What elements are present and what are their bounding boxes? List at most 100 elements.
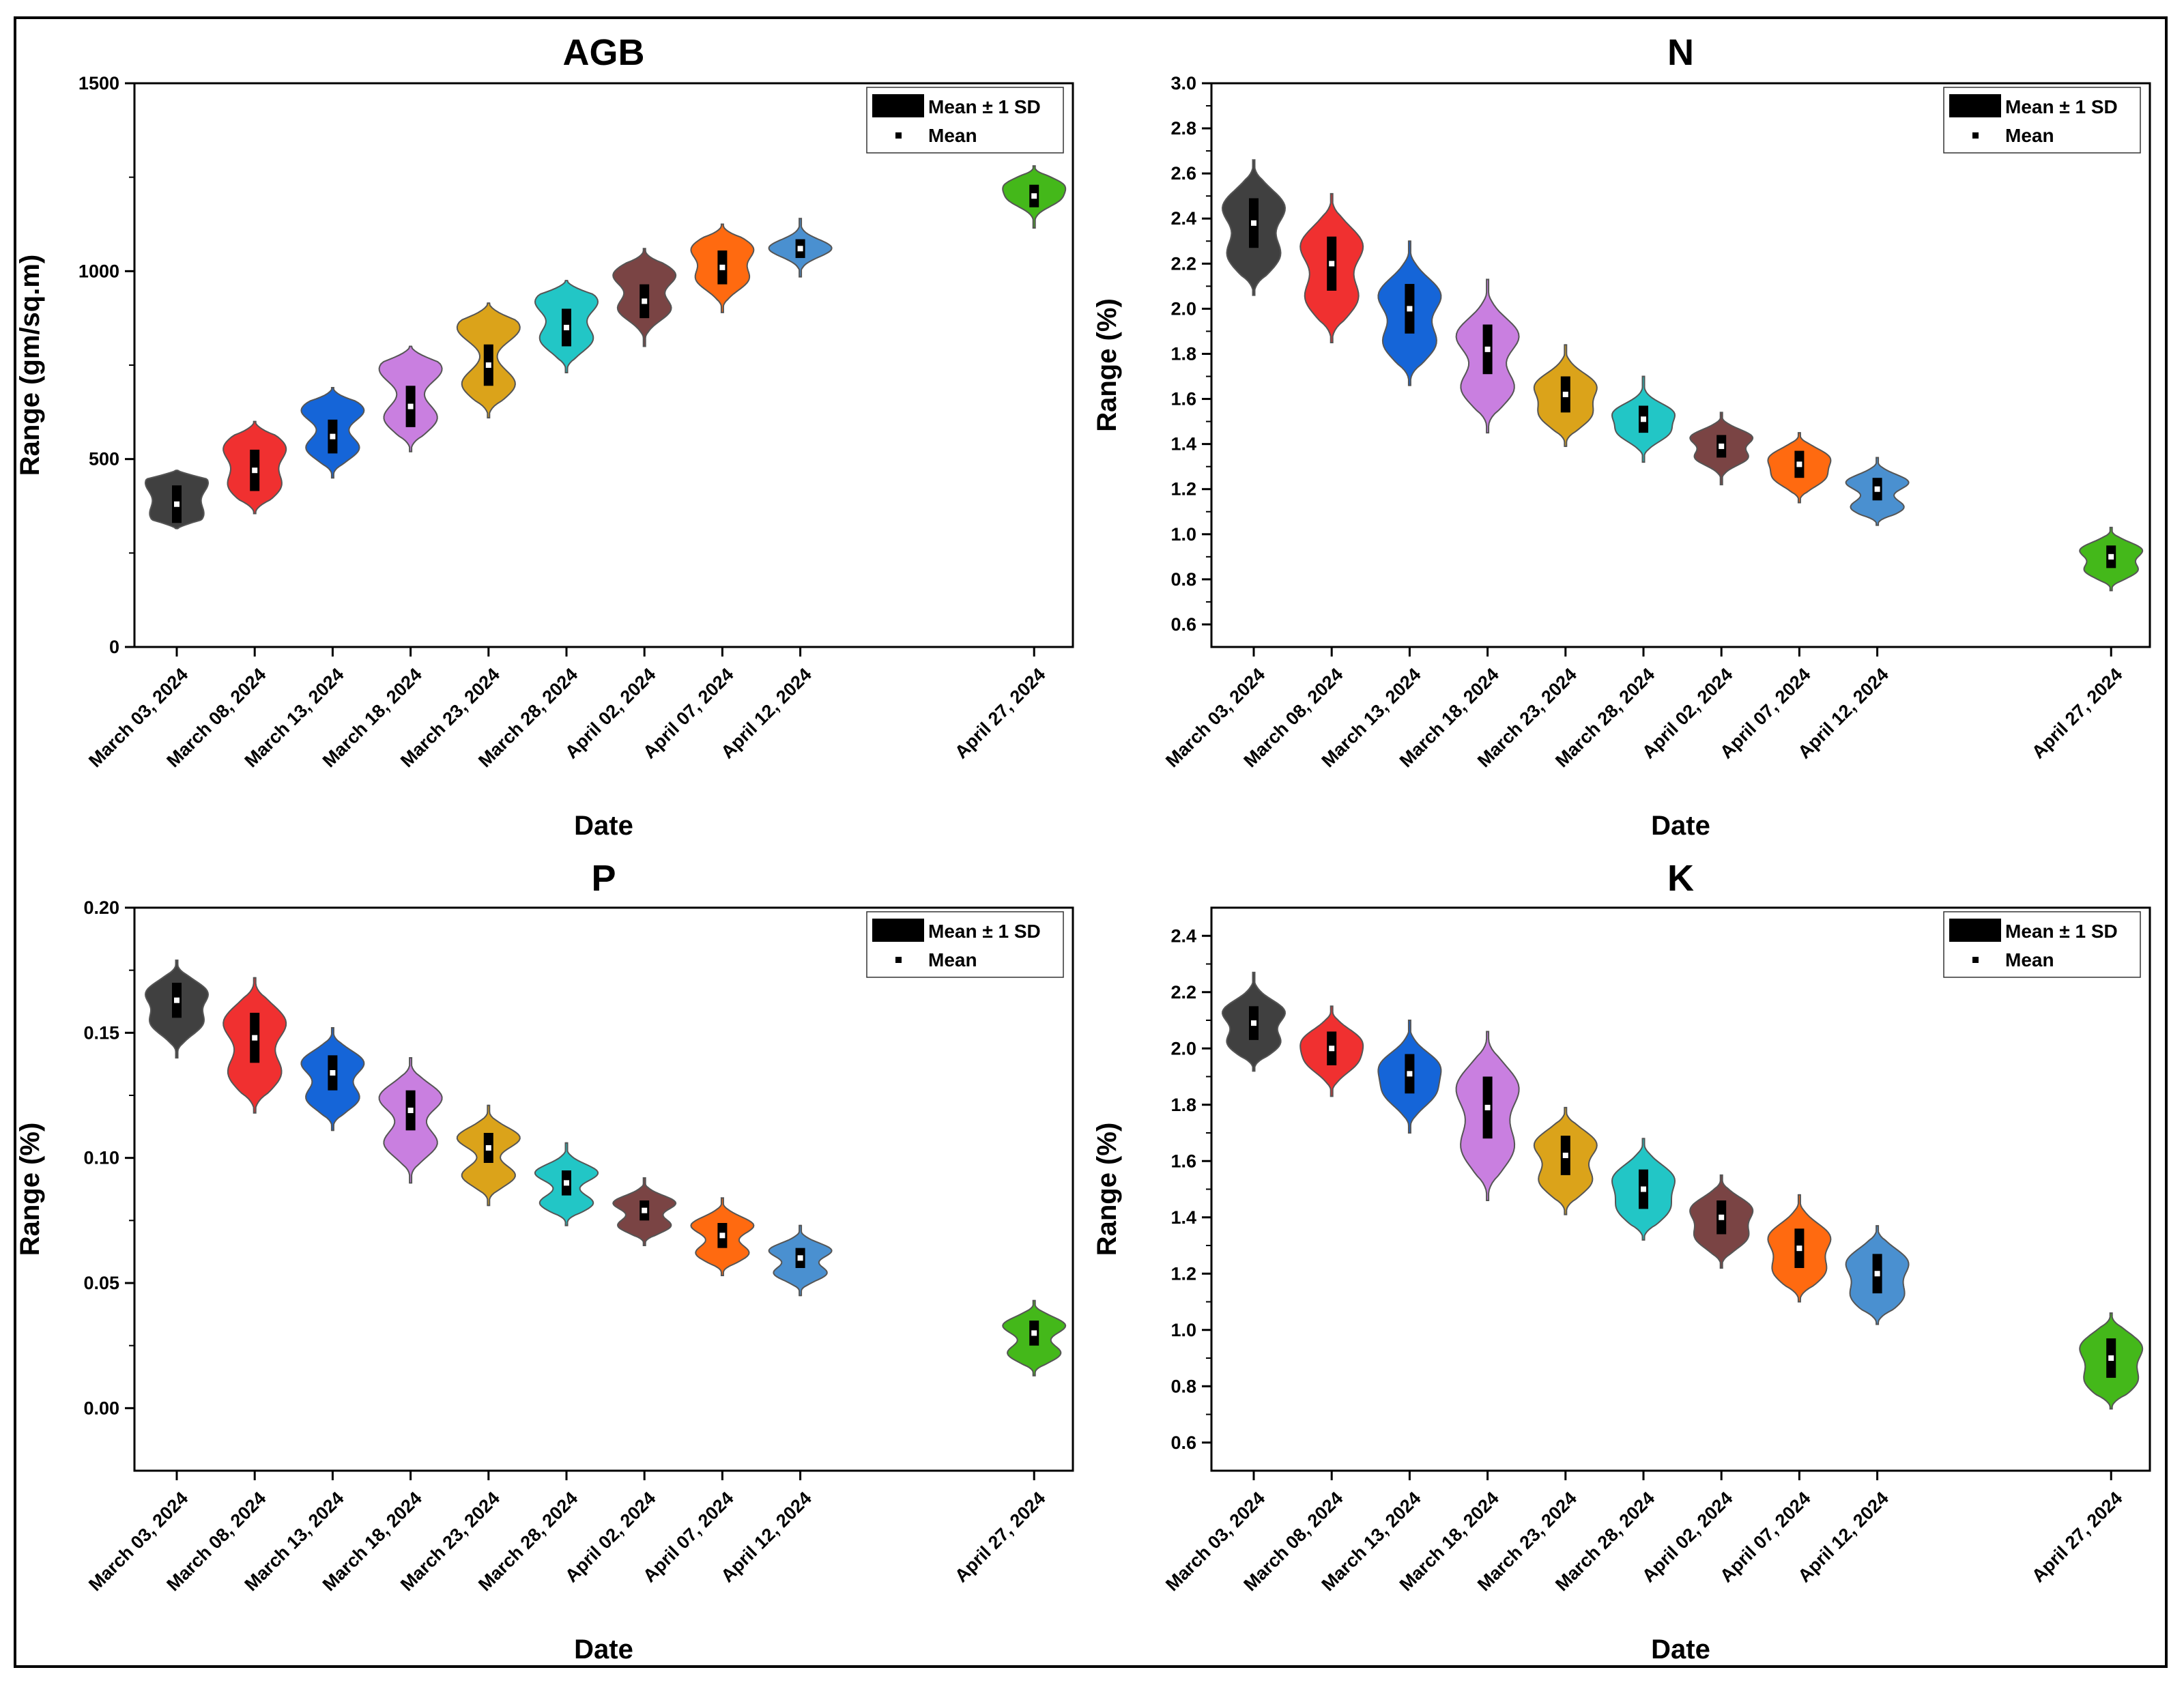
- mean-marker: [485, 362, 491, 368]
- mean-marker: [1874, 486, 1880, 492]
- legend-sd-label: Mean ± 1 SD: [928, 921, 1041, 942]
- chart-panel-k: K 0.6 0.8 1.0 1.2 1.4 1.6 1.8 2.0 2.2 2.4 Range (%)…: [1092, 858, 2151, 1665]
- mean-marker: [1796, 1245, 1802, 1252]
- y-tick-label: 1.8: [1170, 343, 1196, 364]
- chart-panel-n: N 0.6 0.8 1.0 1.2 1.4 1.6 1.8 2.0 2.2 2.4 2.6 2.8 3.0…: [1092, 32, 2151, 841]
- legend-mean-label: Mean: [928, 949, 977, 970]
- x-category-label: April 27, 2024: [951, 664, 1049, 762]
- legend-sd-swatch: [1949, 919, 2001, 942]
- mean-marker: [330, 1070, 336, 1076]
- legend-mean-swatch: [895, 132, 902, 139]
- legend-sd-label: Mean ± 1 SD: [2005, 96, 2118, 117]
- y-tick-label: 0.10: [83, 1148, 119, 1168]
- mean-marker: [330, 433, 336, 440]
- legend-mean-swatch: [1972, 957, 1979, 963]
- y-tick-label: 1500: [78, 73, 119, 93]
- mean-marker: [1874, 1271, 1880, 1277]
- mean-marker: [1562, 391, 1568, 397]
- mean-marker: [2108, 553, 2114, 560]
- y-tick-label: 0: [109, 637, 119, 657]
- y-tick-label: 2.0: [1170, 298, 1196, 319]
- mean-marker: [1031, 193, 1037, 199]
- y-tick-label: 0.20: [83, 897, 119, 918]
- mean-marker: [1641, 1186, 1646, 1192]
- y-tick-label: 1.0: [1170, 524, 1196, 545]
- mean-marker: [1484, 346, 1491, 352]
- legend-mean-swatch: [895, 957, 902, 963]
- mean-marker: [1796, 461, 1802, 467]
- y-axis-title: Range (%): [15, 1123, 45, 1256]
- y-tick-label: 1.4: [1170, 434, 1196, 455]
- mean-marker: [252, 467, 258, 474]
- y-tick-label: 500: [89, 449, 119, 470]
- mean-marker: [564, 1180, 569, 1186]
- legend-sd-label: Mean ± 1 SD: [928, 96, 1041, 117]
- mean-marker: [642, 298, 648, 304]
- mean-marker: [252, 1035, 258, 1041]
- legend-sd-swatch: [872, 919, 924, 942]
- mean-marker: [642, 1207, 648, 1213]
- mean-marker: [407, 1108, 414, 1113]
- y-tick-label: 0.6: [1170, 1432, 1196, 1453]
- y-tick-label: 1.2: [1170, 1263, 1196, 1284]
- y-axis-title: Range (%): [1092, 298, 1122, 432]
- plot-frame: [133, 906, 1074, 1472]
- mean-marker: [1251, 1020, 1256, 1026]
- y-tick-label: 0.00: [83, 1398, 119, 1418]
- x-axis-title: Date: [1651, 1634, 1710, 1665]
- plot-frame: [1210, 906, 2151, 1472]
- mean-marker: [1251, 220, 1256, 226]
- y-tick-label: 1.4: [1170, 1207, 1196, 1228]
- legend-sd-label: Mean ± 1 SD: [2005, 921, 2118, 942]
- mean-marker: [2108, 1355, 2114, 1361]
- y-axis-title: Range (%): [1092, 1123, 1122, 1256]
- x-axis-title: Date: [574, 811, 633, 841]
- y-tick-label: 2.6: [1170, 163, 1196, 184]
- mean-marker: [485, 1145, 491, 1151]
- y-tick-label: 1.6: [1170, 389, 1196, 409]
- x-category-label: April 27, 2024: [951, 1488, 1049, 1586]
- legend: Mean ± 1 SD Mean: [866, 911, 1064, 978]
- mean-marker: [1031, 1330, 1037, 1336]
- mean-marker: [1407, 1071, 1413, 1077]
- x-category-label: April 27, 2024: [2028, 1488, 2126, 1586]
- legend: Mean ± 1 SD Mean: [866, 87, 1064, 154]
- mean-marker: [1484, 1104, 1491, 1110]
- legend-box: [1943, 87, 2141, 154]
- mean-marker: [1719, 1214, 1725, 1220]
- legend-mean-label: Mean: [2005, 125, 2054, 146]
- y-tick-label: 2.2: [1170, 253, 1196, 274]
- mean-marker: [719, 264, 725, 270]
- x-axis-title: Date: [574, 1634, 633, 1665]
- mean-marker: [174, 501, 179, 507]
- mean-marker: [719, 1233, 725, 1239]
- y-axis-title: Range (gm/sq.m): [15, 255, 45, 476]
- mean-marker: [1329, 261, 1335, 267]
- legend-sd-swatch: [1949, 94, 2001, 117]
- y-tick-label: 0.05: [83, 1273, 119, 1293]
- y-tick-label: 2.8: [1170, 118, 1196, 139]
- y-tick-label: 0.8: [1170, 569, 1196, 590]
- chart-title: P: [591, 858, 616, 899]
- mean-marker: [797, 1255, 803, 1261]
- y-tick-label: 3.0: [1170, 73, 1196, 93]
- mean-marker: [174, 997, 179, 1003]
- mean-marker: [1641, 416, 1646, 422]
- y-tick-label: 2.4: [1170, 208, 1196, 229]
- y-tick-label: 0.6: [1170, 614, 1196, 635]
- mean-marker: [1562, 1153, 1568, 1158]
- y-tick-label: 2.2: [1170, 982, 1196, 1003]
- plot-frame: [133, 82, 1074, 648]
- y-tick-label: 1.2: [1170, 479, 1196, 500]
- legend-mean-label: Mean: [928, 125, 977, 146]
- mean-marker: [1719, 443, 1725, 449]
- x-axis-title: Date: [1651, 811, 1710, 841]
- y-tick-label: 2.0: [1170, 1038, 1196, 1058]
- y-tick-label: 2.4: [1170, 925, 1196, 946]
- mean-marker: [407, 403, 414, 409]
- mean-marker: [564, 324, 569, 330]
- y-tick-label: 1.6: [1170, 1151, 1196, 1171]
- mean-marker: [1329, 1046, 1335, 1052]
